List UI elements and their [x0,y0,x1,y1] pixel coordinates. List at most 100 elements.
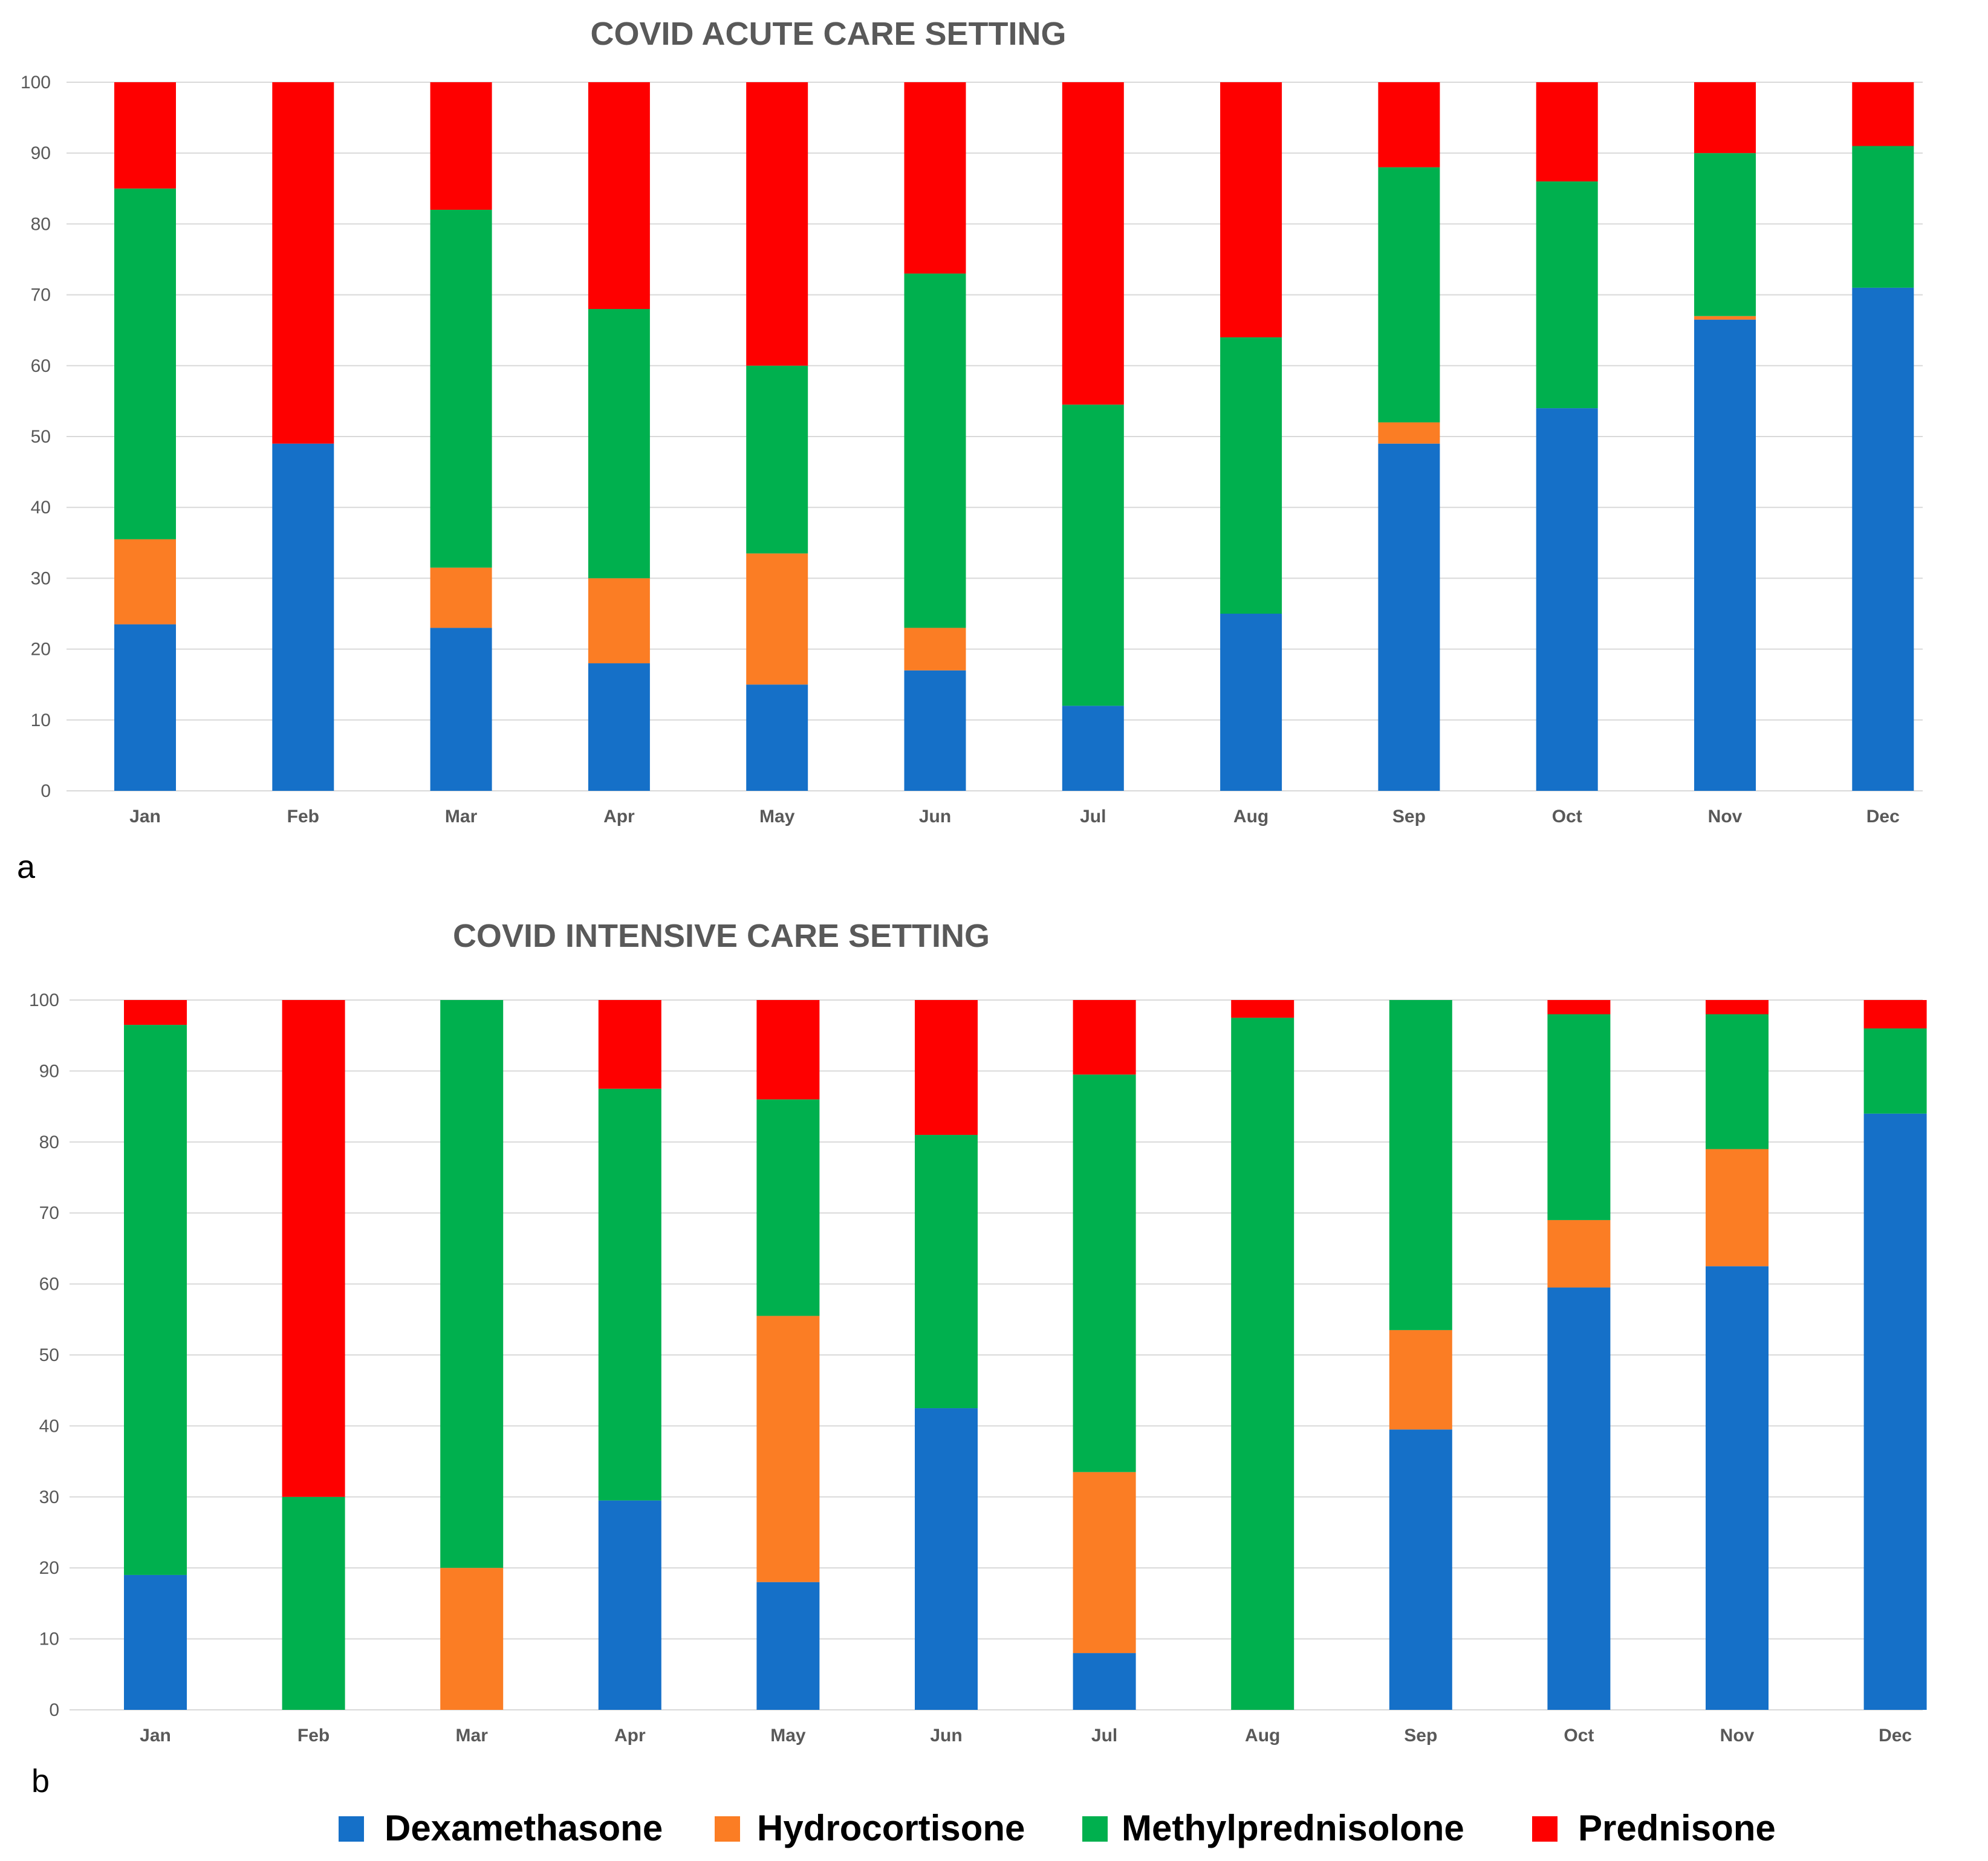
y-tick-label-intensive-40: 40 [39,1416,59,1436]
bar-intensive-jul-prednisone [1073,1000,1136,1075]
bar-acute-aug-dexamethasone [1220,614,1282,791]
bar-intensive-aug-methylprednisolone [1231,1018,1294,1710]
bar-acute-jan-dexamethasone [114,624,176,791]
x-tick-label-intensive-mar: Mar [456,1726,489,1746]
legend-swatch-hydrocortisone [715,1816,740,1842]
bar-intensive-mar-methylprednisolone [440,1000,504,1568]
y-tick-label-acute-0: 0 [41,781,51,801]
y-tick-label-acute-70: 70 [31,285,51,305]
bar-acute-nov-methylprednisolone [1694,153,1756,316]
bar-acute-aug-prednisone [1220,82,1282,337]
x-tick-label-intensive-feb: Feb [297,1726,330,1746]
bar-intensive-apr-dexamethasone [598,1500,661,1710]
bar-acute-feb-dexamethasone [272,443,334,791]
bar-intensive-nov-hydrocortisone [1706,1149,1769,1267]
x-tick-label-acute-jul: Jul [1080,807,1106,827]
bar-acute-apr-dexamethasone [588,663,650,791]
bar-acute-apr-prednisone [588,82,650,310]
bar-acute-jun-prednisone [904,82,966,274]
bar-acute-jan-prednisone [114,82,176,189]
bar-intensive-jan-dexamethasone [124,1574,187,1710]
x-tick-label-intensive-sep: Sep [1404,1726,1437,1746]
y-tick-label-acute-60: 60 [31,356,51,376]
y-tick-label-acute-10: 10 [31,710,51,730]
bar-intensive-jun-dexamethasone [915,1408,978,1710]
bar-intensive-apr-prednisone [598,1000,661,1089]
bar-intensive-may-hydrocortisone [756,1316,820,1582]
legend-label-methylprednisolone: Methylprednisolone [1122,1808,1464,1848]
bar-acute-oct-dexamethasone [1536,408,1598,791]
bar-acute-mar-prednisone [430,82,492,210]
bar-acute-may-methylprednisolone [746,365,808,554]
bar-intensive-sep-dexamethasone [1389,1429,1452,1710]
bar-acute-jun-dexamethasone [904,670,966,791]
bar-acute-jun-hydrocortisone [904,628,966,671]
x-tick-label-intensive-jan: Jan [140,1726,171,1746]
legend-label-prednisone: Prednisone [1578,1808,1776,1848]
bar-acute-sep-dexamethasone [1378,443,1440,791]
y-tick-label-acute-30: 30 [31,568,51,588]
x-tick-label-intensive-dec: Dec [1879,1726,1912,1746]
bar-acute-sep-prednisone [1378,82,1440,167]
bar-intensive-dec-prednisone [1863,1000,1927,1028]
y-tick-label-intensive-70: 70 [39,1203,59,1223]
legend-label-hydrocortisone: Hydrocortisone [757,1808,1025,1848]
bar-acute-apr-hydrocortisone [588,578,650,664]
bar-intensive-oct-dexamethasone [1547,1287,1611,1710]
bar-intensive-dec-methylprednisolone [1863,1028,1927,1114]
y-tick-label-intensive-20: 20 [39,1558,59,1578]
y-tick-label-intensive-100: 100 [29,990,59,1010]
bar-acute-jul-methylprednisolone [1062,404,1124,706]
bar-acute-mar-methylprednisolone [430,209,492,568]
bar-intensive-apr-methylprednisolone [598,1088,661,1501]
bar-intensive-jul-hydrocortisone [1073,1472,1136,1654]
bar-acute-oct-prednisone [1536,82,1598,182]
x-tick-label-acute-dec: Dec [1866,807,1900,827]
bar-intensive-nov-prednisone [1706,1000,1769,1015]
bar-intensive-sep-methylprednisolone [1389,1000,1452,1330]
x-tick-label-acute-sep: Sep [1392,807,1426,827]
bar-intensive-jan-methylprednisolone [124,1025,187,1575]
x-tick-label-intensive-apr: Apr [614,1726,646,1746]
x-tick-label-acute-jun: Jun [919,807,951,827]
y-tick-label-acute-100: 100 [21,73,51,93]
bar-acute-dec-dexamethasone [1852,287,1914,791]
y-tick-label-intensive-10: 10 [39,1629,59,1649]
y-tick-label-acute-50: 50 [31,427,51,447]
panel-label-b: b [31,1763,50,1799]
bar-acute-dec-prednisone [1852,82,1914,146]
bar-intensive-oct-methylprednisolone [1547,1014,1611,1220]
y-tick-label-intensive-0: 0 [49,1700,59,1720]
x-tick-label-intensive-jun: Jun [930,1726,962,1746]
y-tick-label-intensive-90: 90 [39,1061,59,1081]
x-tick-label-acute-apr: Apr [603,807,635,827]
legend-swatch-dexamethasone [339,1816,364,1842]
bar-acute-jan-hydrocortisone [114,539,176,625]
bar-acute-nov-dexamethasone [1694,319,1756,791]
y-tick-label-intensive-50: 50 [39,1345,59,1365]
bar-intensive-mar-hydrocortisone [440,1568,504,1710]
bar-intensive-aug-prednisone [1231,1000,1294,1018]
bar-intensive-oct-prednisone [1547,1000,1611,1015]
x-tick-label-intensive-may: May [770,1726,806,1746]
chart-legend: Dexamethasone Hydrocortisone Methylprednis… [339,1808,1776,1848]
x-tick-label-intensive-nov: Nov [1720,1726,1755,1746]
bar-acute-feb-prednisone [272,82,334,444]
y-tick-label-acute-90: 90 [31,143,51,163]
bar-acute-apr-methylprednisolone [588,309,650,579]
bar-intensive-feb-prednisone [282,1000,345,1497]
bar-intensive-nov-methylprednisolone [1706,1014,1769,1149]
bar-acute-oct-methylprednisolone [1536,181,1598,409]
bar-acute-sep-hydrocortisone [1378,422,1440,444]
bar-acute-nov-hydrocortisone [1694,316,1756,320]
bar-intensive-dec-dexamethasone [1863,1113,1927,1710]
x-tick-label-acute-may: May [759,807,795,827]
bar-acute-nov-prednisone [1694,82,1756,154]
bar-acute-dec-methylprednisolone [1852,146,1914,288]
legend-label-dexamethasone: Dexamethasone [385,1808,663,1848]
y-tick-label-acute-20: 20 [31,640,51,660]
bar-intensive-may-dexamethasone [756,1582,820,1710]
chart-panel-intensive: COVID INTENSIVE CARE SETTING b 0 10 20 30 40… [29,918,1927,1799]
y-tick-label-intensive-80: 80 [39,1132,59,1152]
